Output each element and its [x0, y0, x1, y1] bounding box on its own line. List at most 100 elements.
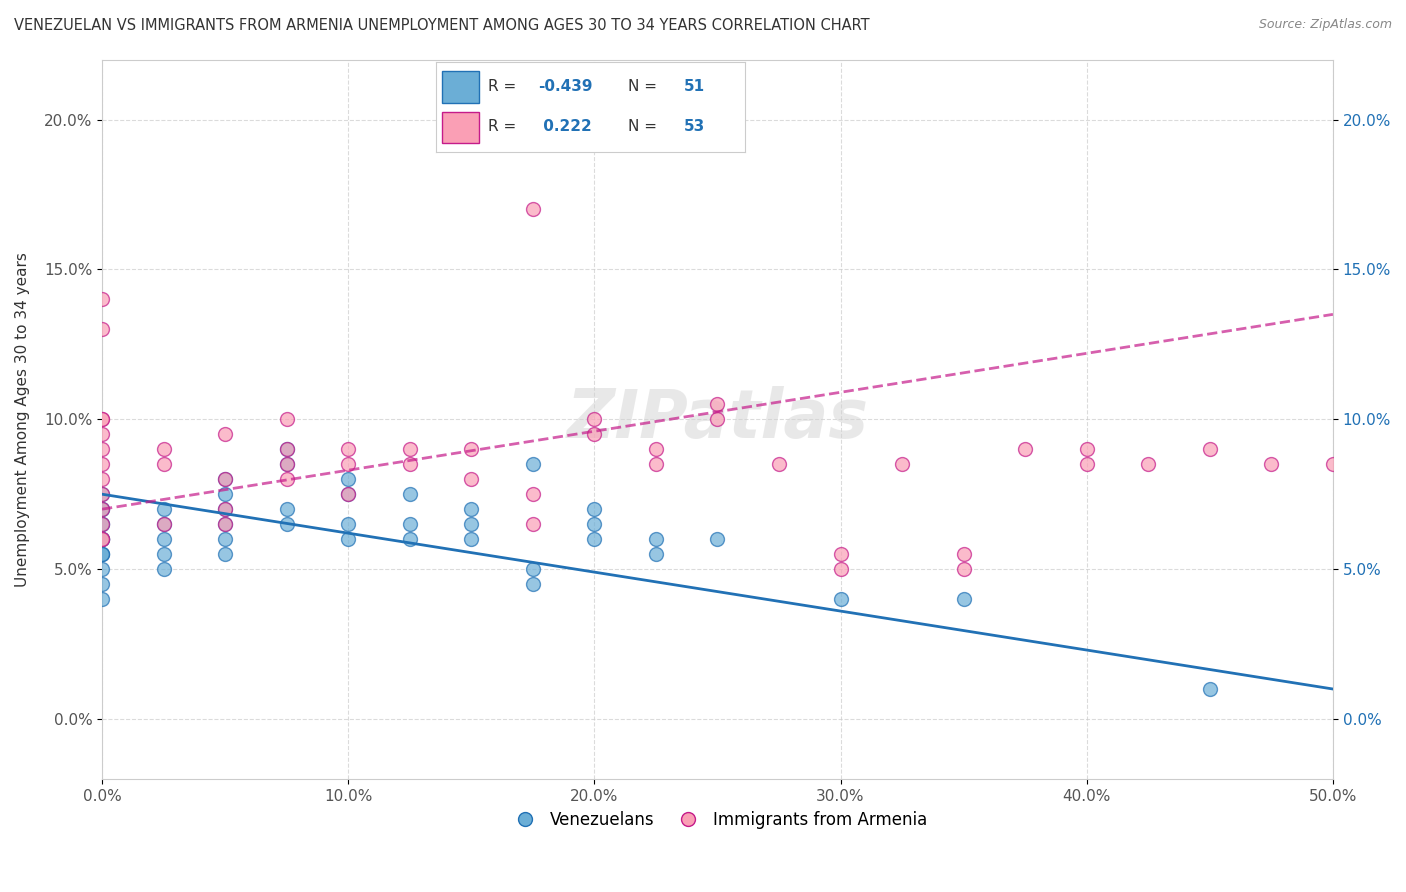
Point — [768, 457, 790, 471]
Point — [91, 442, 114, 457]
Text: R =: R = — [425, 71, 464, 89]
Point — [830, 547, 852, 561]
Point — [398, 487, 420, 501]
Point — [152, 442, 174, 457]
Point — [91, 472, 114, 486]
Point — [522, 562, 544, 576]
Point — [276, 442, 298, 457]
Point — [460, 442, 482, 457]
Point — [706, 412, 728, 426]
Point — [522, 577, 544, 591]
Point — [398, 517, 420, 532]
Point — [522, 517, 544, 532]
Point — [91, 562, 114, 576]
Point — [152, 517, 174, 532]
Point — [91, 412, 114, 426]
Point — [644, 547, 666, 561]
Point — [952, 592, 974, 607]
Point — [91, 502, 114, 516]
Point — [152, 532, 174, 546]
Point — [830, 592, 852, 607]
Point — [522, 487, 544, 501]
Point — [91, 517, 114, 532]
Point — [460, 532, 482, 546]
Point — [152, 457, 174, 471]
Point — [91, 517, 114, 532]
Point — [152, 562, 174, 576]
Text: -0.439: -0.439 — [538, 79, 592, 94]
FancyBboxPatch shape — [441, 112, 479, 143]
Point — [152, 502, 174, 516]
Point — [214, 547, 236, 561]
Point — [644, 532, 666, 546]
Point — [398, 457, 420, 471]
FancyBboxPatch shape — [441, 71, 479, 103]
Point — [583, 532, 606, 546]
Point — [214, 502, 236, 516]
Point — [337, 532, 360, 546]
Point — [91, 502, 114, 516]
Point — [583, 517, 606, 532]
Point — [91, 412, 114, 426]
Point — [1076, 457, 1098, 471]
Point — [830, 562, 852, 576]
Point — [91, 487, 114, 501]
Point — [214, 517, 236, 532]
Point — [1260, 457, 1282, 471]
Point — [152, 517, 174, 532]
Point — [91, 427, 114, 442]
Point — [644, 442, 666, 457]
Point — [952, 547, 974, 561]
Point — [91, 532, 114, 546]
Point — [276, 457, 298, 471]
Point — [91, 592, 114, 607]
Point — [460, 502, 482, 516]
Point — [522, 457, 544, 471]
Point — [398, 442, 420, 457]
Point — [91, 502, 114, 516]
Point — [214, 532, 236, 546]
Text: R =: R = — [488, 120, 522, 134]
Text: VENEZUELAN VS IMMIGRANTS FROM ARMENIA UNEMPLOYMENT AMONG AGES 30 TO 34 YEARS COR: VENEZUELAN VS IMMIGRANTS FROM ARMENIA UN… — [14, 18, 870, 33]
Point — [276, 457, 298, 471]
Point — [91, 293, 114, 307]
Point — [276, 442, 298, 457]
Point — [644, 457, 666, 471]
Point — [91, 532, 114, 546]
Point — [1322, 457, 1344, 471]
Point — [214, 502, 236, 516]
Text: 0.222: 0.222 — [538, 120, 592, 134]
Point — [214, 487, 236, 501]
Point — [706, 532, 728, 546]
Point — [398, 532, 420, 546]
Point — [1198, 681, 1220, 696]
Point — [276, 502, 298, 516]
Text: N =: N = — [627, 79, 661, 94]
Point — [460, 517, 482, 532]
Point — [91, 547, 114, 561]
Point — [91, 457, 114, 471]
Point — [337, 472, 360, 486]
Point — [214, 472, 236, 486]
Point — [583, 412, 606, 426]
Point — [276, 412, 298, 426]
Point — [337, 487, 360, 501]
Point — [891, 457, 914, 471]
Point — [91, 547, 114, 561]
Point — [91, 532, 114, 546]
Point — [1076, 442, 1098, 457]
Point — [337, 457, 360, 471]
Point — [91, 487, 114, 501]
Text: ZIPatlas: ZIPatlas — [567, 386, 869, 452]
Text: N =: N = — [627, 120, 661, 134]
Point — [337, 487, 360, 501]
Text: Source: ZipAtlas.com: Source: ZipAtlas.com — [1258, 18, 1392, 31]
Text: 51: 51 — [683, 79, 704, 94]
Point — [214, 472, 236, 486]
Point — [1014, 442, 1036, 457]
Point — [1137, 457, 1160, 471]
Point — [460, 472, 482, 486]
Point — [1198, 442, 1220, 457]
Point — [583, 502, 606, 516]
Point — [214, 427, 236, 442]
